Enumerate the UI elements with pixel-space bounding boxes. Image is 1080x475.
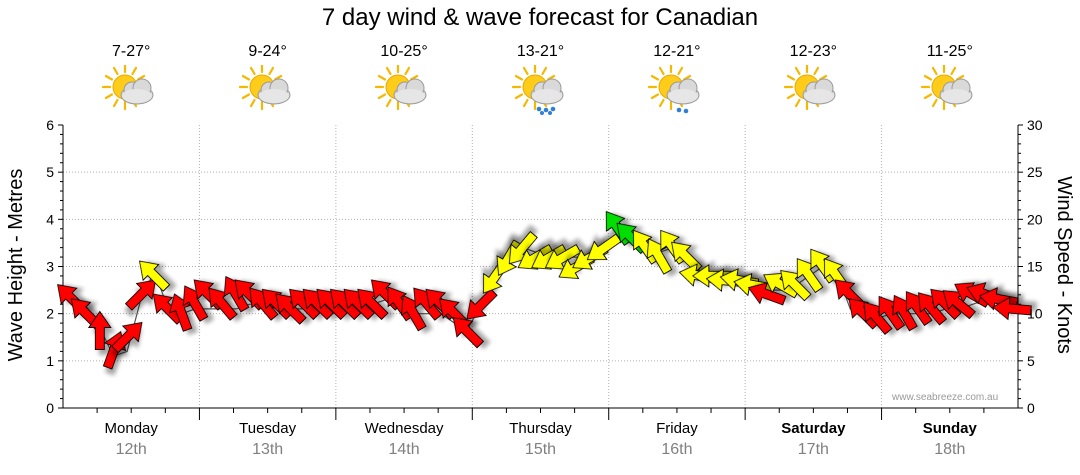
partly-cloudy-icon	[920, 65, 973, 111]
day-axis-label: Saturday 17th	[758, 420, 868, 459]
day-name: Monday	[104, 420, 158, 437]
wind-arrow	[671, 241, 703, 273]
day-forecast-header: 10-25°	[354, 43, 454, 115]
y-left-tick-label: 0	[46, 400, 54, 416]
wind-arrow	[138, 260, 171, 292]
temperature-range: 9-24°	[248, 43, 287, 60]
y-right-tick-label: 30	[1027, 117, 1043, 133]
y-axis-right-title: Wind Speed - Knots	[1053, 176, 1075, 354]
day-axis-label: Sunday 18th	[895, 420, 1005, 459]
day-forecast-header: 7-27°	[81, 43, 181, 115]
wind-arrow	[992, 296, 1032, 321]
day-axis-label: Friday 16th	[622, 420, 732, 459]
day-forecast-header: 11-25°	[900, 43, 1000, 115]
day-axis-label: Tuesday 13th	[213, 420, 323, 459]
wind-arrow	[466, 288, 498, 320]
y-right-tick-label: 25	[1027, 164, 1043, 180]
day-name: Wednesday	[364, 420, 444, 437]
wind-arrow	[586, 233, 622, 261]
credit-text: www.seabreeze.com.au	[892, 392, 999, 403]
y-left-tick-label: 5	[46, 164, 54, 180]
day-axis-label: Wednesday 14th	[349, 420, 459, 459]
day-date: 14th	[388, 441, 420, 458]
day-date: 13th	[252, 441, 284, 458]
day-forecast-header: 13-21°	[491, 43, 591, 115]
wind-arrow	[646, 238, 673, 275]
day-name: Tuesday	[239, 420, 297, 437]
wind-arrow	[747, 282, 787, 306]
temperature-range: 12-23°	[789, 43, 837, 60]
day-date: 16th	[661, 441, 693, 458]
y-left-tick-label: 4	[46, 211, 54, 227]
y-left-tick-label: 2	[46, 306, 54, 322]
partly-cloudy-icon	[374, 65, 427, 111]
y-right-tick-label: 0	[1027, 400, 1035, 416]
partly-cloudy-icon	[784, 65, 836, 111]
temperature-range: 12-21°	[653, 43, 701, 60]
day-axis-label: Monday 12th	[76, 420, 186, 459]
day-date: 17th	[797, 441, 829, 458]
y-axis-left-title: Wave Height - Metres	[5, 169, 27, 362]
day-forecast-header: 12-23°	[763, 43, 863, 115]
wind-arrow	[111, 321, 143, 354]
wind-arrow	[87, 310, 112, 350]
y-left-tick-label: 1	[46, 353, 54, 369]
day-forecast-header: 12-21°	[627, 43, 727, 115]
day-forecast-header: 9-24°	[218, 43, 318, 115]
wind-arrow	[632, 229, 660, 265]
temperature-range: 13-21°	[516, 43, 565, 60]
wind-arrow	[124, 279, 157, 311]
day-name: Saturday	[781, 420, 846, 437]
chart-title: 7 day wind & wave forecast for Canadian	[321, 4, 759, 31]
temperature-range: 11-25°	[926, 43, 973, 60]
y-right-tick-label: 5	[1027, 353, 1035, 369]
y-left-tick-label: 6	[46, 117, 54, 133]
temperature-range: 10-25°	[380, 43, 428, 60]
light-rain-icon	[647, 65, 700, 114]
y-left-tick-label: 3	[46, 259, 54, 275]
day-name: Thursday	[509, 420, 572, 437]
wind-arrow	[452, 317, 485, 349]
partly-cloudy-icon	[238, 65, 291, 111]
day-date: 12th	[115, 441, 147, 458]
y-right-tick-label: 15	[1027, 259, 1043, 275]
day-date: 15th	[524, 441, 557, 458]
day-date: 18th	[934, 441, 966, 458]
wind-arrow	[261, 288, 294, 321]
temperature-range: 7-27°	[111, 43, 151, 60]
day-name: Sunday	[922, 420, 977, 437]
day-name: Friday	[656, 420, 698, 437]
day-axis-label: Thursday 15th	[486, 420, 596, 459]
showers-icon	[511, 65, 563, 115]
partly-cloudy-icon	[102, 65, 154, 111]
y-right-tick-label: 20	[1027, 211, 1043, 227]
